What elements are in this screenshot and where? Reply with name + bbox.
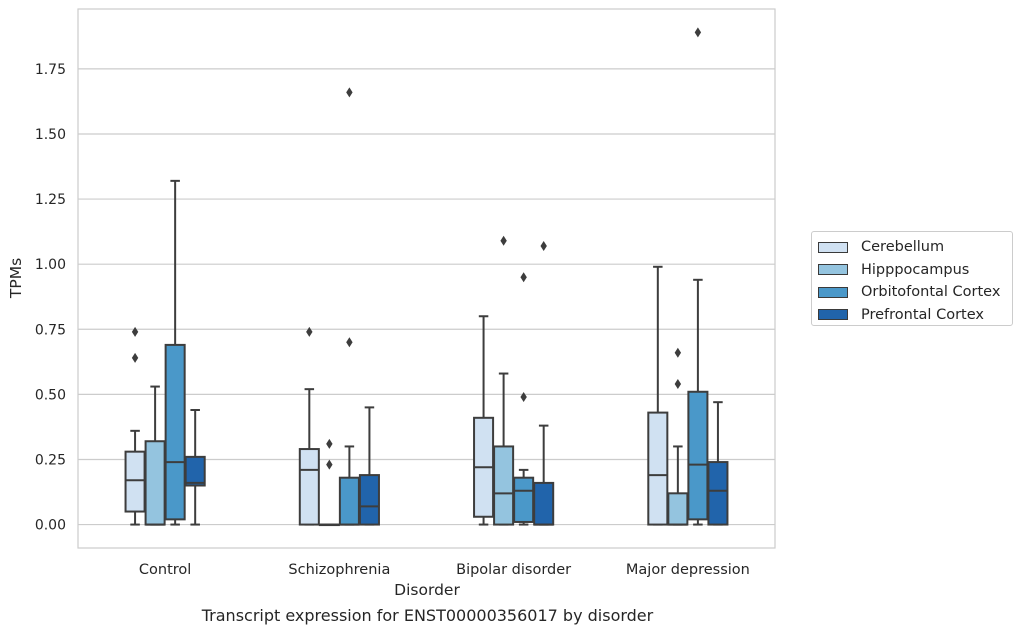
- boxes-layer: [124, 27, 729, 527]
- box-orbitofontal-cortex: [513, 272, 535, 526]
- y-tick-label: 0.00: [35, 518, 66, 534]
- box-hipppocampus: [318, 438, 340, 527]
- legend-item: Orbitofontal Cortex: [818, 281, 1012, 304]
- box-orbitofontal-cortex: [687, 27, 709, 526]
- box-prefrontal-cortex: [184, 408, 206, 526]
- y-tick-label: 1.50: [35, 127, 66, 143]
- box-prefrontal-cortex: [533, 240, 555, 526]
- box-iqr: [298, 448, 320, 526]
- outlier-point: [306, 326, 313, 337]
- box-orbitofontal-cortex: [338, 87, 360, 526]
- box-iqr: [124, 450, 146, 513]
- x-axis-label: Disorder: [394, 581, 460, 599]
- legend-swatch: [818, 264, 848, 276]
- legend: Cerebellum Hipppocampus Orbitofontal Corte…: [811, 231, 1013, 326]
- box-iqr: [144, 440, 166, 526]
- x-tick-label: Control: [139, 562, 191, 578]
- y-axis-label: TPMs: [7, 258, 25, 299]
- legend-label: Orbitofontal Cortex: [861, 284, 1001, 301]
- x-tick-label: Major depression: [626, 562, 750, 578]
- box-iqr: [533, 481, 555, 526]
- x-tick-labels: Control Schizophrenia Bipolar disorder Majo…: [139, 562, 750, 578]
- outlier-point: [131, 326, 139, 337]
- outlier-point: [326, 459, 333, 470]
- legend-swatch: [818, 241, 848, 253]
- box-iqr: [513, 476, 535, 523]
- outlier-point: [540, 240, 547, 251]
- outlier-point: [674, 347, 682, 358]
- y-tick-label: 0.75: [35, 322, 66, 338]
- legend-label: Hipppocampus: [861, 261, 970, 278]
- outlier-point: [346, 337, 353, 348]
- box-iqr: [338, 476, 360, 526]
- outlier-point: [674, 378, 682, 389]
- box-iqr: [647, 411, 669, 526]
- outlier-point: [346, 87, 353, 98]
- legend-swatch: [818, 286, 848, 298]
- outlier-point: [520, 391, 527, 402]
- box-iqr: [707, 461, 729, 526]
- box-cerebellum: [647, 265, 669, 526]
- box-iqr: [164, 343, 186, 521]
- box-cerebellum: [124, 326, 146, 526]
- x-tick-label: Schizophrenia: [288, 562, 390, 578]
- legend-item: Prefrontal Cortex: [818, 304, 1012, 327]
- y-tick-label: 1.25: [35, 192, 66, 208]
- legend-swatch: [818, 309, 848, 321]
- y-tick-label: 1.75: [35, 62, 66, 78]
- legend-label: Cerebellum: [861, 239, 945, 256]
- x-tick-label: Bipolar disorder: [456, 562, 571, 578]
- plot-area-border: [77, 8, 776, 549]
- box-prefrontal-cortex: [707, 401, 729, 526]
- box-cerebellum: [473, 315, 495, 526]
- legend-item: Cerebellum: [818, 236, 1012, 259]
- box-hipppocampus: [493, 235, 515, 526]
- box-iqr: [687, 390, 709, 521]
- box-prefrontal-cortex: [358, 406, 380, 526]
- legend-item: Hipppocampus: [818, 259, 1012, 282]
- y-tick-label: 0.25: [35, 452, 66, 468]
- box-iqr: [667, 492, 689, 526]
- y-tick-labels: 0.00 0.25 0.50 0.75 1.00 1.25 1.50 1.75: [35, 62, 66, 534]
- y-tick-label: 1.00: [35, 257, 66, 273]
- y-tick-label: 0.50: [35, 387, 66, 403]
- box-orbitofontal-cortex: [164, 179, 186, 526]
- outlier-point: [694, 27, 702, 38]
- box-iqr: [358, 474, 380, 526]
- box-hipppocampus: [667, 347, 689, 526]
- outlier-point: [326, 438, 333, 449]
- legend-label: Prefrontal Cortex: [861, 306, 984, 323]
- box-cerebellum: [298, 326, 320, 526]
- box-iqr: [184, 455, 206, 487]
- outlier-point: [131, 352, 139, 363]
- figure-caption: Transcript expression for ENST0000035601…: [201, 606, 654, 625]
- box-iqr: [493, 445, 515, 526]
- outlier-point: [500, 235, 507, 246]
- box-hipppocampus: [144, 385, 166, 526]
- outlier-point: [520, 272, 527, 283]
